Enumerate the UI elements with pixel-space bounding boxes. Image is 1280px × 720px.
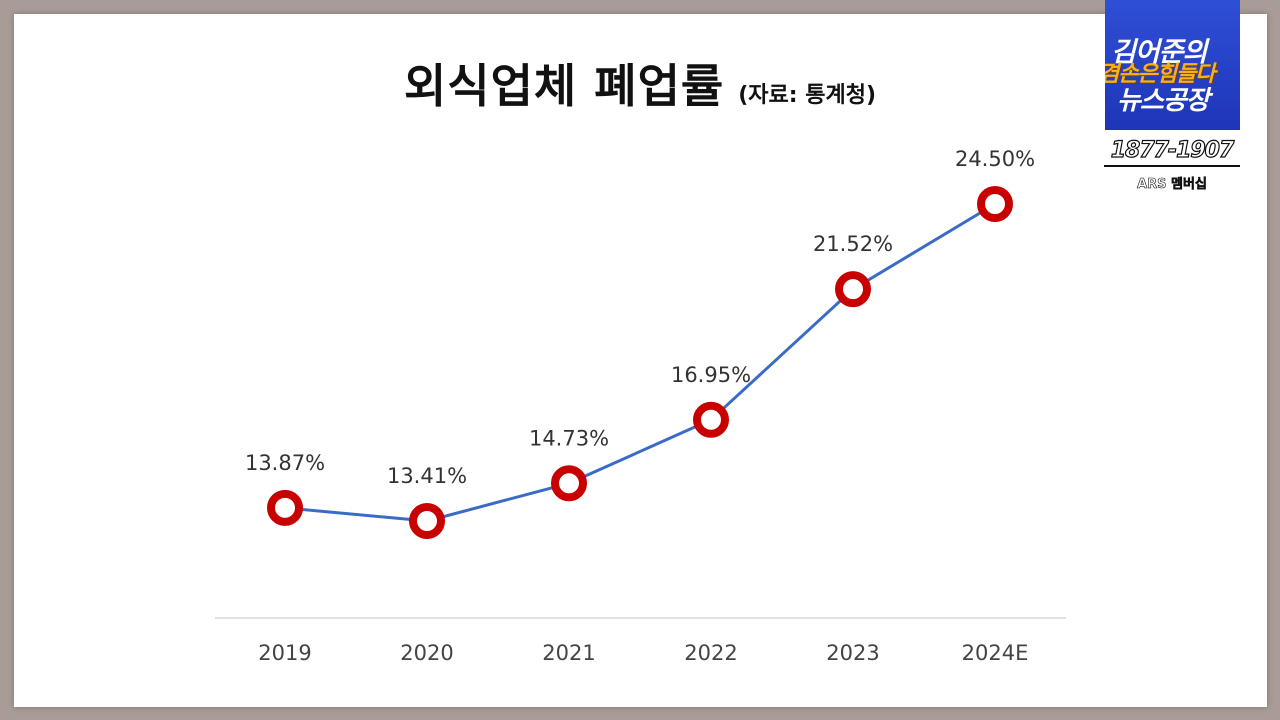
x-tick-label: 2019 [258,641,311,665]
logo-text-line1: 김어준의 [1111,37,1207,68]
data-point-marker [693,401,729,438]
series-line [284,202,996,523]
data-point-marker [977,186,1013,222]
data-label: 21.52% [813,232,893,256]
x-tick-label: 2020 [400,641,453,665]
logo-text-line2: 겸손은힘들다 [1105,62,1215,87]
slide-card [14,14,1267,707]
data-point-marker [835,271,871,308]
logo-text-line3: 뉴스공장 [1117,86,1210,116]
data-label: 16.95% [671,363,751,387]
x-tick-label: 2021 [542,641,595,665]
x-tick-label: 2024E [962,641,1029,665]
data-point-marker [551,465,587,502]
x-tick-label: 2023 [826,641,879,665]
channel-logo: 김어준의 겸손은힘들다 뉴스공장 [1105,0,1240,130]
data-point-marker [409,503,445,539]
phone-number: 1877-1907 [1104,137,1240,167]
data-label: 14.73% [529,426,609,450]
data-label: 13.87% [245,451,325,475]
x-tick-label: 2022 [684,641,737,665]
chart-source-note: (자료: 통계청) [738,83,877,108]
data-label: 13.41% [387,464,467,488]
ars-membership-label: ARS 멤버십 [1137,177,1207,193]
chart-title-main: 외식업체 폐업률 [403,59,725,113]
data-point-marker [267,489,303,526]
data-label: 24.50% [955,147,1035,171]
chart-title: 외식업체 폐업률 (자료: 통계청) [0,50,1280,116]
